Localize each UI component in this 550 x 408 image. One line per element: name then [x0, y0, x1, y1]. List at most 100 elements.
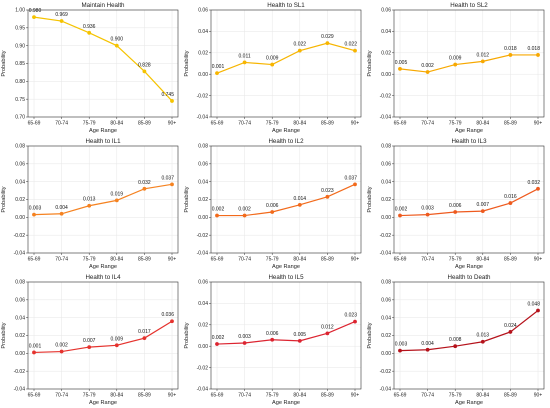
- plot-frame: [210, 145, 362, 254]
- y-tick-label: 0.04: [198, 29, 208, 35]
- x-tick-label: 90+: [351, 393, 360, 399]
- data-point: [170, 99, 174, 103]
- data-label: 0.022: [294, 42, 307, 48]
- data-point: [398, 66, 402, 71]
- x-tick-label: 90+: [534, 393, 543, 399]
- y-tick-label: 0.06: [381, 8, 391, 14]
- series-line: [33, 183, 173, 216]
- data-point: [142, 69, 147, 74]
- data-point: [425, 347, 430, 352]
- data-label: 0.002: [212, 207, 225, 213]
- data-point: [508, 330, 513, 334]
- y-tick-label: -0.02: [197, 233, 209, 239]
- data-label: 0.980: [29, 8, 42, 14]
- data-point: [142, 336, 147, 341]
- data-point: [480, 59, 485, 64]
- chart-title: Health to IL3: [451, 138, 487, 145]
- chart-panel-6: Health to IL3 -0.04 -0.02 0.00 0.02 0.04 0.06 0…: [367, 138, 545, 270]
- x-axis-label: Age Range: [272, 400, 300, 406]
- plot-frame: [27, 9, 179, 118]
- y-tick-label: 0.04: [198, 179, 208, 185]
- chart-title: Health to IL2: [268, 138, 304, 145]
- x-tick-label: 70-74: [421, 257, 434, 263]
- y-tick-label: -0.02: [14, 369, 26, 375]
- y-tick-label: 0.04: [381, 29, 391, 35]
- series-line: [33, 16, 173, 102]
- data-label: 0.936: [83, 24, 96, 30]
- x-tick-label: 75-79: [83, 121, 96, 127]
- chart-title: Health to IL4: [85, 274, 121, 281]
- y-tick-label: 0.02: [381, 333, 391, 339]
- data-label: 0.013: [477, 333, 490, 339]
- data-point: [297, 48, 302, 53]
- x-tick-label: 90+: [168, 121, 177, 127]
- x-axis-label: Age Range: [455, 264, 483, 270]
- x-tick-label: 85-89: [321, 121, 334, 127]
- data-point: [215, 213, 219, 218]
- y-tick-label: 0.06: [15, 162, 25, 168]
- y-tick-label: 0.04: [198, 301, 208, 307]
- y-tick-label: 0.08: [15, 280, 25, 286]
- data-label: 0.011: [239, 53, 251, 59]
- data-label: 0.012: [321, 324, 334, 330]
- x-tick-label: 65-69: [394, 393, 407, 399]
- y-axis-label: Probability: [184, 186, 190, 212]
- data-point: [59, 19, 64, 23]
- data-point: [170, 319, 174, 324]
- y-tick-label: 0.85: [15, 61, 25, 67]
- y-tick-label: -0.04: [14, 251, 26, 257]
- data-label: 0.006: [449, 203, 462, 209]
- y-tick-label: 0.02: [15, 333, 25, 339]
- chart-title: Health to SL2: [450, 2, 488, 9]
- x-tick-label: 80-84: [476, 121, 489, 127]
- y-tick-label: 0.06: [198, 8, 208, 14]
- y-tick-label: -0.02: [197, 93, 209, 99]
- x-axis-label: Age Range: [89, 400, 117, 406]
- y-tick-label: 0.04: [381, 315, 391, 321]
- x-axis-label: Age Range: [455, 400, 483, 406]
- data-point: [508, 201, 513, 205]
- plot-frame: [27, 145, 179, 254]
- x-tick-label: 80-84: [293, 121, 306, 127]
- series-line: [217, 183, 356, 217]
- x-tick-label: 70-74: [421, 121, 434, 127]
- data-point: [242, 341, 247, 345]
- x-tick-label: 65-69: [28, 121, 41, 127]
- data-label: 0.828: [138, 62, 151, 68]
- x-tick-label: 75-79: [449, 257, 462, 263]
- x-tick-label: 75-79: [449, 393, 462, 399]
- x-tick-label: 80-84: [110, 257, 123, 263]
- x-tick-label: 85-89: [504, 257, 517, 263]
- y-tick-label: 0.06: [381, 298, 391, 304]
- data-point: [87, 203, 92, 208]
- y-tick-label: 1.00: [15, 8, 25, 14]
- chart-title: Health to IL5: [268, 274, 304, 281]
- x-tick-label: 65-69: [211, 257, 224, 263]
- data-label: 0.004: [421, 341, 434, 347]
- data-label: 0.005: [294, 332, 307, 338]
- x-tick-label: 65-69: [211, 393, 224, 399]
- x-tick-label: 90+: [351, 257, 360, 263]
- data-label: 0.006: [266, 203, 279, 209]
- data-point: [297, 202, 302, 207]
- data-label: 0.023: [344, 313, 357, 319]
- x-axis-label: Age Range: [272, 264, 300, 270]
- y-tick-label: -0.04: [380, 387, 392, 393]
- data-point: [353, 182, 357, 187]
- x-tick-label: 85-89: [321, 257, 334, 263]
- data-label: 0.002: [421, 63, 434, 69]
- data-label: 0.032: [527, 180, 540, 186]
- chart-title: Health to SL1: [267, 2, 305, 9]
- data-point: [114, 43, 119, 48]
- data-label: 0.022: [344, 42, 357, 48]
- data-label: 0.002: [55, 343, 68, 349]
- y-axis-label: Probability: [184, 50, 190, 76]
- y-tick-label: 0.80: [15, 79, 25, 85]
- y-tick-label: 0.04: [15, 179, 25, 185]
- x-tick-label: 80-84: [293, 393, 306, 399]
- y-tick-label: -0.02: [380, 369, 392, 375]
- data-label: 0.900: [111, 37, 124, 43]
- y-tick-label: -0.04: [380, 251, 392, 257]
- y-tick-label: 0.00: [381, 72, 391, 78]
- data-label: 0.001: [212, 64, 225, 70]
